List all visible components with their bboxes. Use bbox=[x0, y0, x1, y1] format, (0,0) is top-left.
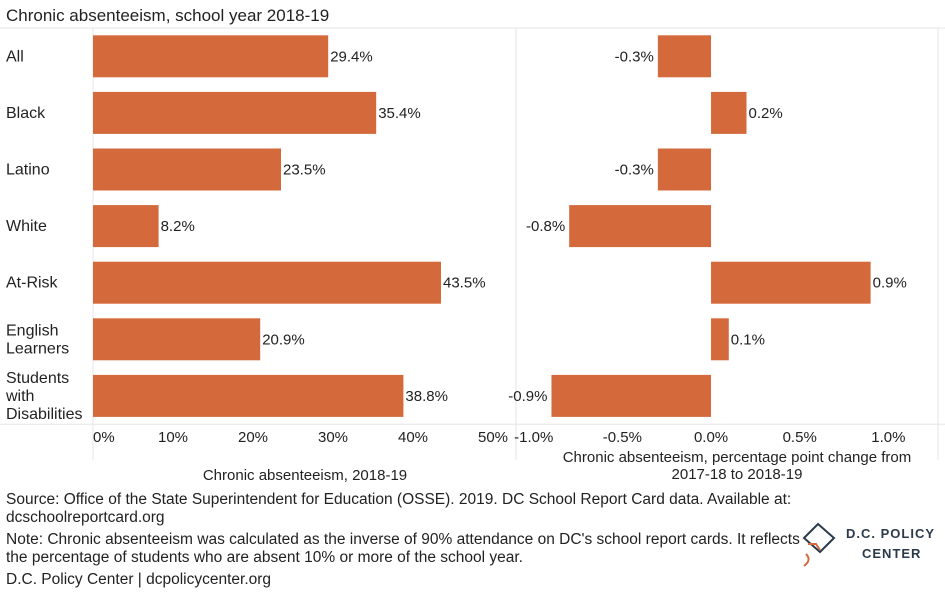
x-tick-label: 10% bbox=[158, 429, 188, 446]
bar-absenteeism bbox=[93, 374, 404, 417]
category-label: with bbox=[5, 388, 34, 405]
credit-line: D.C. Policy Center | dcpolicycenter.org bbox=[6, 571, 272, 588]
x-tick-label: -0.5% bbox=[603, 429, 642, 446]
x-tick-label: 20% bbox=[238, 429, 268, 446]
bar-absenteeism bbox=[93, 318, 261, 361]
data-label: 8.2% bbox=[161, 218, 195, 235]
source-note: Source: Office of the State Superintende… bbox=[6, 491, 792, 526]
dc-policy-center-logo: D.C. POLICY CENTER bbox=[800, 520, 940, 575]
x-axis-title-right: 2017-18 to 2018-19 bbox=[672, 466, 803, 483]
chart-area: All Black Latino White At-Risk EnglishLearner… bbox=[0, 27, 945, 484]
data-label: 20.9% bbox=[262, 331, 305, 348]
data-label: 23.5% bbox=[283, 162, 326, 179]
bar-absenteeism bbox=[93, 91, 377, 134]
data-label: 29.4% bbox=[330, 48, 373, 65]
logo-text-line2: CENTER bbox=[862, 546, 922, 561]
x-tick-label: 30% bbox=[318, 429, 348, 446]
logo-text-line1: D.C. POLICY bbox=[846, 526, 936, 541]
bar-change bbox=[711, 318, 729, 361]
data-label: 38.8% bbox=[405, 388, 448, 405]
x-tick-label: 0% bbox=[93, 429, 115, 446]
bar-change bbox=[657, 35, 712, 78]
data-label: -0.8% bbox=[526, 218, 565, 235]
category-label: Disabilities bbox=[6, 406, 82, 423]
footnotes: Source: Office of the State Superintende… bbox=[6, 491, 806, 593]
x-tick-label: 40% bbox=[398, 429, 428, 446]
bar-absenteeism bbox=[93, 148, 281, 191]
x-tick-label: 0.5% bbox=[783, 429, 817, 446]
category-label: All bbox=[6, 48, 24, 65]
data-label: 43.5% bbox=[443, 275, 486, 292]
data-label: -0.3% bbox=[615, 48, 654, 65]
category-label: English bbox=[6, 322, 58, 339]
bar-change bbox=[711, 91, 747, 134]
chart-title: Chronic absenteeism, school year 2018-19 bbox=[6, 6, 330, 25]
bar-absenteeism bbox=[93, 261, 441, 304]
data-label: 35.4% bbox=[378, 105, 421, 122]
category-label: White bbox=[6, 218, 47, 235]
data-label: -0.9% bbox=[508, 388, 547, 405]
category-label: Black bbox=[6, 105, 46, 122]
data-label: 0.2% bbox=[749, 105, 783, 122]
x-tick-label: 1.0% bbox=[871, 429, 905, 446]
data-label: -0.3% bbox=[615, 162, 654, 179]
bar-absenteeism bbox=[93, 35, 329, 78]
category-label: Latino bbox=[6, 162, 50, 179]
x-axis-title-left: Chronic absenteeism, 2018-19 bbox=[203, 467, 407, 484]
category-label: Learners bbox=[6, 340, 69, 357]
data-label: 0.9% bbox=[873, 275, 907, 292]
x-tick-label: 0.0% bbox=[694, 429, 728, 446]
x-tick-label: 50% bbox=[478, 429, 508, 446]
x-axis-title-right: Chronic absenteeism, percentage point ch… bbox=[563, 449, 912, 466]
bar-change bbox=[551, 374, 712, 417]
category-label: Students bbox=[6, 370, 69, 387]
x-tick-label: -1.0% bbox=[514, 429, 553, 446]
category-label: At-Risk bbox=[6, 275, 59, 292]
bar-change bbox=[569, 205, 712, 248]
data-label: 0.1% bbox=[731, 331, 765, 348]
bar-change bbox=[711, 261, 871, 304]
bar-absenteeism bbox=[93, 205, 159, 248]
dc-map-icon bbox=[802, 522, 836, 567]
method-note: Note: Chronic absenteeism was calculated… bbox=[6, 531, 800, 566]
bar-change bbox=[657, 148, 712, 191]
